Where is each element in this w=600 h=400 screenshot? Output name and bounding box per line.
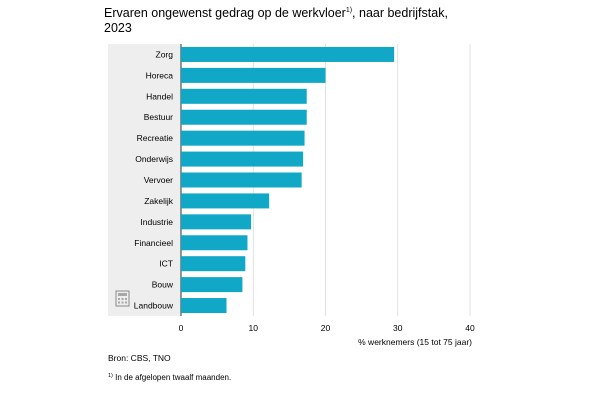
chart-title-main: Ervaren ongewenst gedrag op de werkvloer [104,6,346,20]
x-tick-labels: 0 10 20 30 40 [179,323,475,333]
category-labels: Zorg Horeca Handel Bestuur Recreatie Onderwij… [134,49,174,310]
category-label: Recreatie [137,133,174,143]
source-note: Bron: CBS, TNO [108,353,171,363]
x-axis-label: % werknemers (15 tot 75 jaar) [358,337,472,347]
category-label: Bouw [152,280,174,290]
bar [181,151,304,167]
bar [181,172,302,188]
footnote-text: In de afgelopen twaalf maanden. [112,373,232,382]
category-label: Landbouw [134,301,174,311]
chart-title-footnote-marker: 1) [345,7,353,14]
bar [181,46,395,62]
bars [181,46,395,314]
category-label: Zorg [156,49,174,59]
x-tick-label: 40 [465,323,475,333]
calculator-table-icon[interactable] [115,290,130,307]
chart-title-rest: , naar bedrijfstak, 2023 [104,6,448,35]
footnote: 1) In de afgelopen twaalf maanden. [108,373,231,382]
category-label: ICT [159,259,173,269]
bar [181,109,307,125]
chart-title: Ervaren ongewenst gedrag op de werkvloer… [104,6,464,36]
bar [181,67,326,83]
bar [181,130,305,146]
bar [181,193,270,209]
category-label: Zakelijk [144,196,174,206]
x-tick-label: 30 [393,323,403,333]
category-label: Bestuur [144,112,173,122]
bar [181,277,243,293]
bar [181,214,252,230]
bar [181,298,227,314]
x-tick-label: 20 [321,323,331,333]
category-label: Onderwijs [135,154,173,164]
bar [181,235,248,251]
category-label: Vervoer [144,175,173,185]
footnote-marker: 1) [108,373,113,379]
category-label-area [108,44,181,316]
category-label: Horeca [146,70,174,80]
category-label: Handel [146,91,173,101]
x-tick-label: 0 [179,323,184,333]
bar [181,88,307,104]
x-tick-label: 10 [249,323,259,333]
category-label: Industrie [140,217,173,227]
category-label: Financieel [134,238,173,248]
bar [181,256,246,272]
